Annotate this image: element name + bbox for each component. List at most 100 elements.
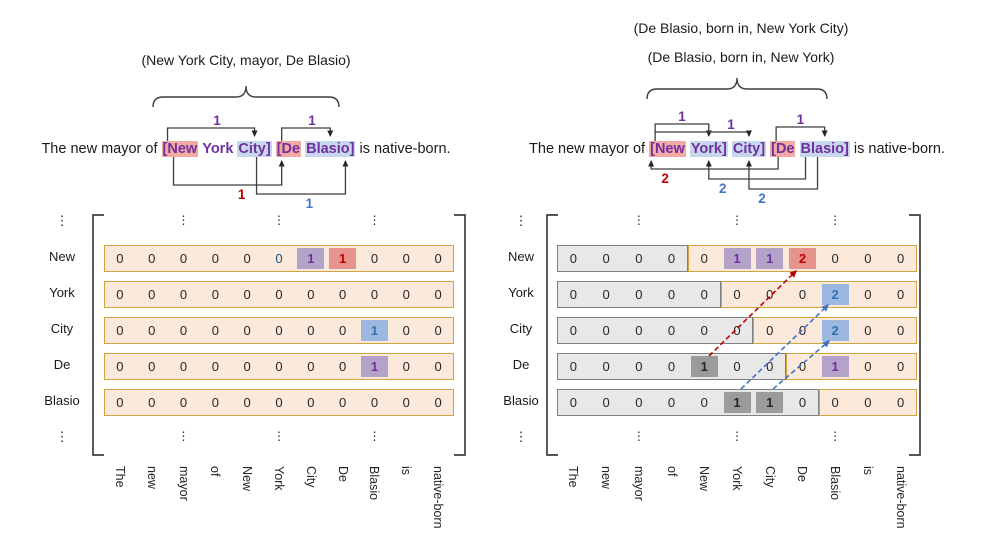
matrix-cell: 0	[116, 394, 124, 410]
matrix-cell: 0	[733, 358, 741, 374]
matrix-cell: 0	[148, 250, 156, 266]
matrix-cell: 0	[569, 286, 577, 302]
matrix-cell: 1	[756, 391, 784, 413]
matrix-ellipsis: ⋮	[273, 213, 285, 227]
matrix-row-label: ⋮	[55, 429, 69, 444]
matrix-cell: 0	[179, 250, 188, 266]
matrix-col-label: The	[566, 466, 581, 488]
matrix-cell: 0	[766, 322, 774, 338]
matrix-ellipsis: ⋮	[632, 213, 645, 227]
matrix-cell: 0	[116, 358, 124, 374]
matrix-cell: 0	[798, 286, 807, 302]
matrix-col-label: Blasio	[828, 466, 843, 501]
matrix-cell: 0	[635, 358, 643, 374]
matrix-row-segment	[104, 280, 454, 308]
matrix-cell: 0	[700, 394, 708, 410]
matrix-row-label: York	[49, 285, 75, 300]
matrix-cell: 0	[864, 394, 872, 410]
matrix-row-label: New	[48, 249, 75, 264]
matrix-ellipsis: ⋮	[829, 429, 842, 443]
matrix-cell: 0	[700, 322, 708, 338]
matrix-ellipsis: ⋮	[177, 429, 190, 443]
matrix-cell: 1	[297, 247, 325, 269]
entity-token: Blasio]	[305, 141, 356, 157]
entity-token: [De	[275, 141, 302, 157]
matrix-cell: 0	[798, 322, 807, 338]
matrix-cell: 0	[864, 322, 872, 338]
matrix-row-label: York	[508, 285, 534, 300]
matrix-cell: 0	[434, 322, 442, 338]
matrix-cell: 0	[798, 358, 807, 374]
matrix-cell: 0	[635, 322, 643, 338]
matrix-cell: 0	[339, 358, 347, 374]
matrix-cell: 0	[434, 358, 442, 374]
matrix-row-segment	[557, 244, 688, 272]
matrix-cell: 0	[243, 358, 251, 374]
matrix-cell: 0	[434, 250, 442, 266]
sentence-text: The new mayor of	[529, 141, 646, 157]
matrix-cell: 0	[243, 286, 251, 302]
matrix-cell: 1	[690, 355, 718, 377]
matrix-cell: 0	[211, 250, 219, 266]
matrix-cell: 0	[569, 358, 577, 374]
matrix-cell: 0	[766, 286, 774, 302]
matrix-cell: 0	[667, 394, 676, 410]
matrix-cell: 0	[339, 394, 347, 410]
matrix-cell: 0	[897, 250, 905, 266]
matrix-cell: 0	[402, 250, 410, 266]
entity-token: York	[202, 141, 234, 157]
entity-token: City]	[731, 141, 767, 157]
sentence-text: is native-born.	[853, 141, 945, 157]
matrix-cell: 0	[602, 358, 610, 374]
matrix-ellipsis: ⋮	[368, 429, 381, 443]
matrix-row-label: Blasio	[44, 393, 80, 408]
matrix-cell: 0	[700, 286, 708, 302]
matrix-cell: 0	[339, 322, 347, 338]
sentence-left: The new mayor of [New York City] [De Bla…	[0, 141, 492, 157]
matrix-cell: 1	[756, 247, 784, 269]
matrix-cell: 0	[116, 322, 124, 338]
triple-title-left: (New York City, mayor, De Blasio)	[141, 52, 351, 68]
matrix-cell: 0	[402, 286, 410, 302]
matrix-cell: 0	[569, 250, 577, 266]
matrix-ellipsis: ⋮	[632, 429, 645, 443]
matrix-row-label: ⋮	[514, 213, 528, 228]
matrix-cell: 0	[243, 250, 251, 266]
matrix-cell: 0	[798, 394, 807, 410]
triple-title-right-2: (De Blasio, born in, New York)	[647, 49, 835, 65]
matrix-cell: 0	[307, 358, 315, 374]
matrix-cell: 0	[402, 394, 410, 410]
matrix-cell: 0	[211, 322, 219, 338]
matrix-col-label: is	[860, 466, 875, 476]
matrix-row-segment	[104, 352, 454, 380]
matrix-cell: 0	[211, 286, 219, 302]
matrix-cell: 0	[148, 394, 156, 410]
matrix-cell: 0	[864, 286, 872, 302]
matrix-cell: 2	[821, 319, 849, 341]
matrix-cell: 0	[602, 322, 610, 338]
matrix-cell: 0	[339, 286, 347, 302]
matrix-cell: 0	[402, 322, 410, 338]
matrix-cell: 1	[723, 247, 751, 269]
matrix-cell: 0	[148, 322, 156, 338]
matrix-cell: 1	[723, 391, 751, 413]
matrix-cell: 0	[370, 394, 379, 410]
matrix-col-label: New	[697, 466, 712, 492]
matrix-row-label: De	[512, 357, 530, 372]
matrix-row-label: City	[509, 321, 533, 336]
matrix-cell: 0	[667, 358, 676, 374]
matrix-cell: 0	[897, 286, 905, 302]
matrix-row-segment	[104, 244, 454, 272]
matrix-col-label: native-born	[893, 466, 908, 529]
matrix-cell: 1	[329, 247, 357, 269]
matrix-cell: 0	[635, 394, 643, 410]
matrix-cell: 0	[434, 286, 442, 302]
matrix-cell: 0	[667, 322, 676, 338]
matrix-cell: 1	[360, 355, 388, 377]
matrix-ellipsis: ⋮	[731, 429, 743, 443]
matrix-cell: 0	[116, 250, 124, 266]
matrix-cell: 0	[211, 358, 219, 374]
matrix-ellipsis: ⋮	[273, 429, 285, 443]
matrix-cell: 0	[831, 394, 839, 410]
